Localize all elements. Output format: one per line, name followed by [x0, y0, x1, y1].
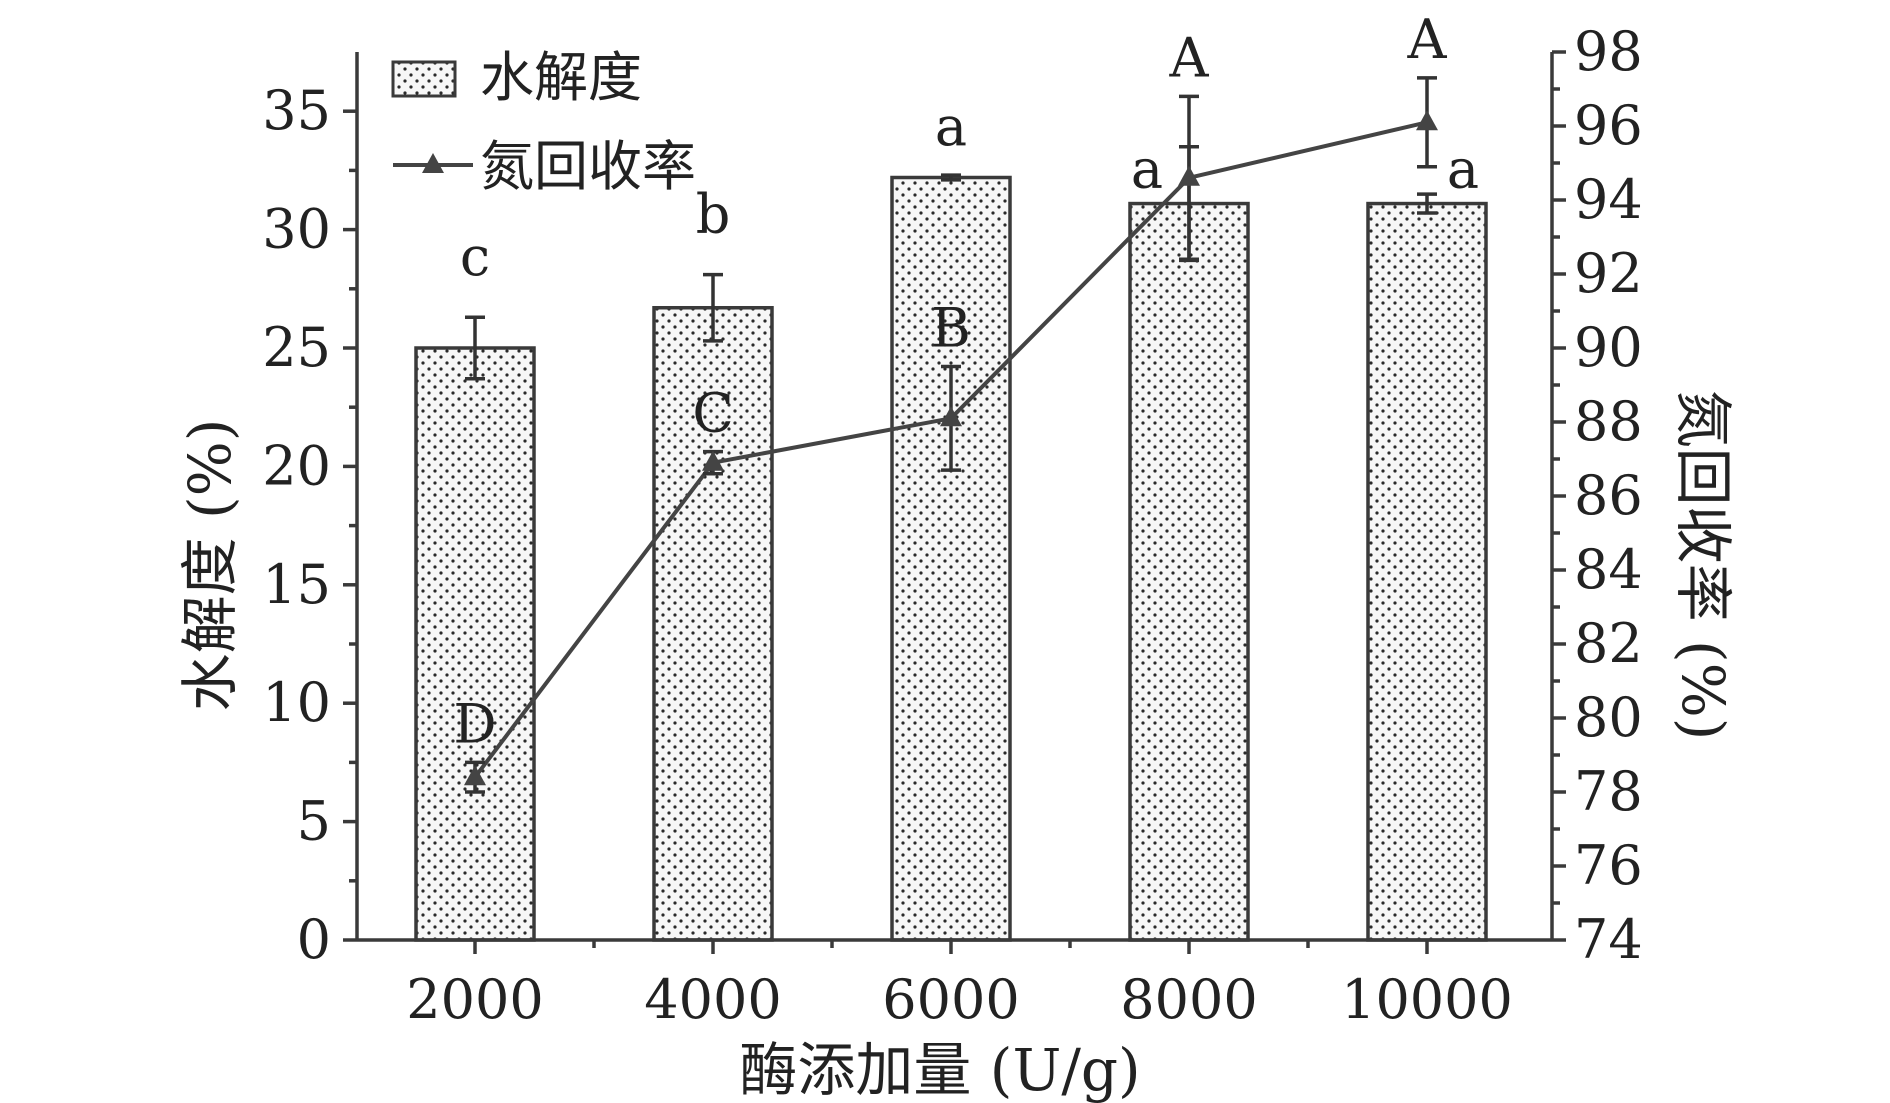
x-tick-label-6000: 6000 [882, 968, 1019, 1031]
bars-layer [414, 175, 1488, 942]
y-right-tick-label-98: 98 [1574, 20, 1643, 83]
y-left-tick-label-5: 5 [297, 790, 331, 853]
x-tick-label-10000: 10000 [1341, 968, 1513, 1031]
bar-hydrolysis-10000 [1366, 201, 1488, 942]
y-left-tick-label-0: 0 [297, 908, 331, 971]
significance-letter-hydrolysis-8000: a [1131, 138, 1163, 201]
error-bar-hydrolysis-4000 [703, 272, 723, 343]
point-nitrogen-4000 [702, 450, 724, 471]
bar-hydrolysis-4000 [652, 305, 774, 942]
error-bar-hydrolysis-6000 [941, 173, 961, 182]
y-right-tick-label-90: 90 [1574, 316, 1643, 379]
point-nitrogen-2000 [464, 765, 486, 786]
y-right-tick-label-84: 84 [1574, 538, 1643, 601]
y-right-tick-label-82: 82 [1574, 612, 1643, 675]
legend-marker-nitrogen [422, 153, 444, 173]
y-right-tick-label-96: 96 [1574, 94, 1643, 157]
significance-letter-hydrolysis-2000: c [460, 225, 490, 288]
y-left-tick-label-30: 30 [262, 198, 331, 261]
x-tick-label-4000: 4000 [644, 968, 781, 1031]
bar-hydrolysis-6000 [890, 175, 1012, 942]
point-nitrogen-10000 [1416, 110, 1438, 131]
y-axis-title-right: 氮回收率 (%) [1669, 390, 1737, 741]
y-axis-title-left: 水解度 (%) [176, 419, 244, 712]
y-left-tick-label-10: 10 [262, 671, 331, 734]
x-axis-title: 酶添加量 (U/g) [739, 1036, 1140, 1103]
x-tick-label-2000: 2000 [406, 968, 543, 1031]
significance-letter-nitrogen-6000: B [931, 297, 971, 360]
significance-letter-hydrolysis-6000: a [935, 95, 967, 158]
point-nitrogen-8000 [1178, 165, 1200, 186]
line-layer [464, 76, 1438, 794]
point-nitrogen-6000 [940, 406, 962, 427]
significance-letter-nitrogen-2000: D [453, 692, 496, 755]
significance-letter-hydrolysis-10000: a [1447, 138, 1479, 201]
y-right-tick-label-78: 78 [1574, 760, 1643, 823]
error-bar-hydrolysis-2000 [465, 315, 485, 381]
y-left-tick-label-15: 15 [262, 553, 331, 616]
y-left-tick-label-35: 35 [262, 79, 331, 142]
y-right-tick-label-74: 74 [1574, 908, 1643, 971]
legend-label-nitrogen: 氮回收率 [480, 135, 696, 198]
significance-letter-nitrogen-4000: C [692, 382, 733, 445]
error-bar-hydrolysis-10000 [1417, 192, 1437, 215]
x-tick-label-8000: 8000 [1120, 968, 1257, 1031]
y-left-tick-label-20: 20 [262, 434, 331, 497]
significance-letter-nitrogen-10000: A [1407, 8, 1448, 71]
letters-layer: c b a a a D C B A A [453, 8, 1479, 756]
y-right-tick-label-86: 86 [1574, 464, 1643, 527]
bar-hydrolysis-2000 [414, 346, 536, 942]
axes-layer: 0 5 10 15 20 25 30 35 74 76 78 80 82 84 86 88 90 92 94 96 98… [262, 20, 1642, 1031]
significance-letter-hydrolysis-4000: b [696, 183, 731, 246]
significance-letter-nitrogen-8000: A [1169, 26, 1210, 89]
y-right-tick-label-92: 92 [1574, 242, 1643, 305]
y-right-tick-label-88: 88 [1574, 390, 1643, 453]
bar-hydrolysis-8000 [1128, 201, 1250, 942]
y-left-tick-label-25: 25 [262, 316, 331, 379]
y-right-tick-label-76: 76 [1574, 834, 1643, 897]
y-right-tick-label-94: 94 [1574, 168, 1643, 231]
legend-label-hydrolysis: 水解度 [480, 46, 642, 109]
y-right-tick-label-80: 80 [1574, 686, 1643, 749]
legend-swatch-hydrolysis [391, 60, 457, 98]
legend: 水解度 氮回收率 [391, 46, 696, 198]
